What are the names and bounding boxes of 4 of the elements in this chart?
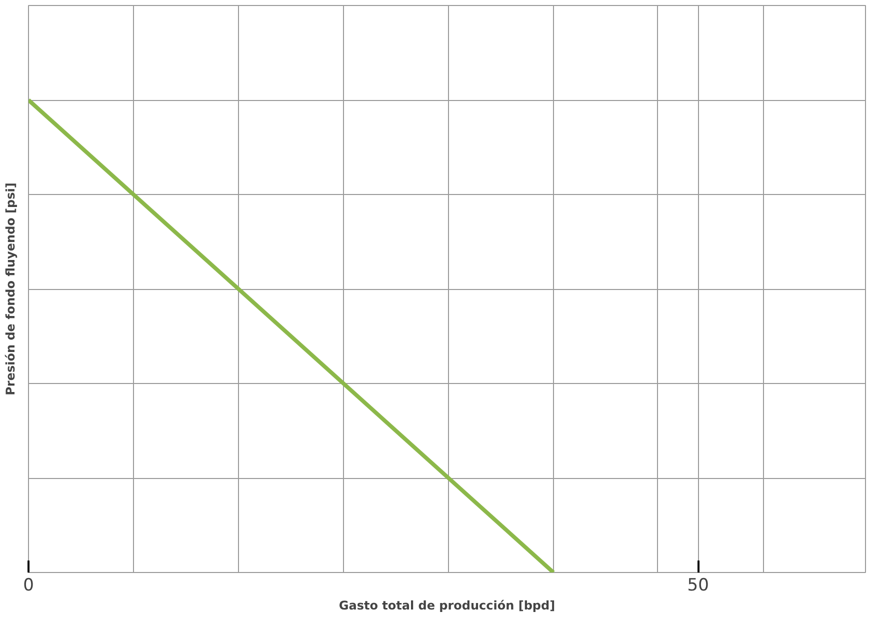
x-tick-label: 50 [687,576,709,596]
x-tick-label: 0 [23,576,34,596]
y-axis-title: Presión de fondo fluyendo [psi] [4,182,18,396]
x-axis-title: Gasto total de producción [bpd] [338,598,556,612]
